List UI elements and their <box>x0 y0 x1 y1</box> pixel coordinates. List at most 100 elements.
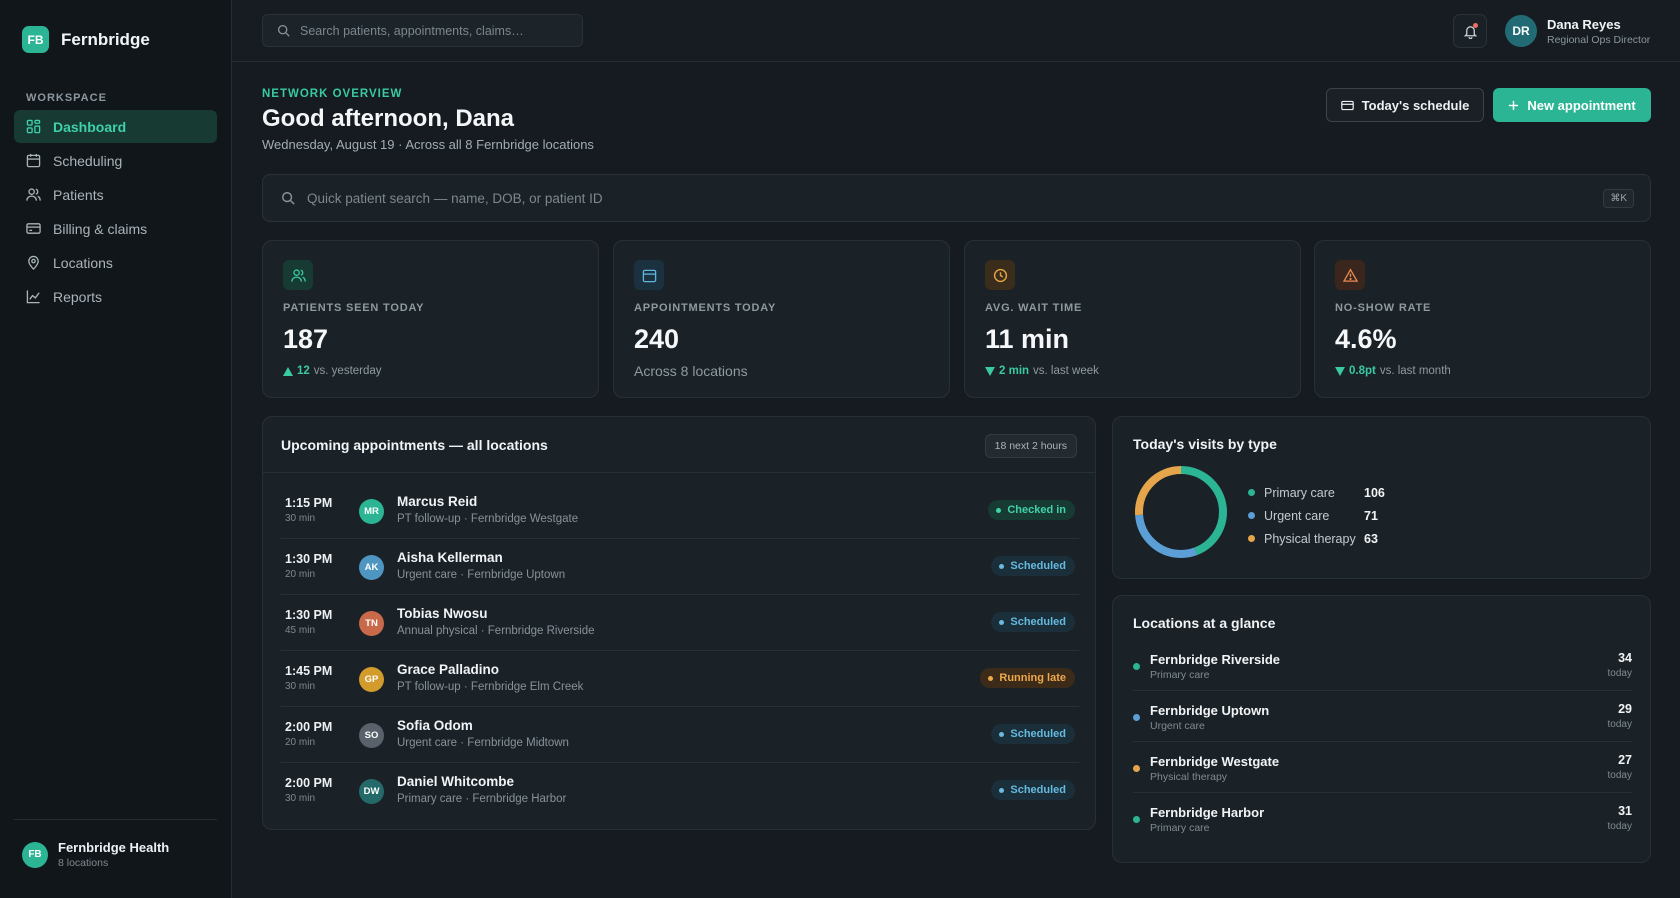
patient-name[interactable]: Daniel Whitcombe <box>397 774 515 789</box>
list-item[interactable]: Fernbridge Uptown Urgent care 29 today <box>1133 691 1632 742</box>
appointment-duration: 30 min <box>285 793 316 804</box>
search-icon <box>277 24 290 37</box>
kpi-delta: 12 vs. yesterday <box>283 365 382 377</box>
sidebar-item-patients[interactable]: Patients <box>14 178 217 211</box>
appointment-duration: 30 min <box>285 681 316 692</box>
location-count: 31 <box>1618 804 1632 818</box>
org-switcher[interactable]: FB Fernbridge Health 8 locations <box>14 819 217 869</box>
list-item[interactable]: Fernbridge Riverside Primary care 34 today <box>1133 640 1632 691</box>
appointment-duration: 20 min <box>285 569 316 580</box>
users-icon <box>290 268 306 282</box>
sidebar-item-label: Locations <box>53 254 113 271</box>
patient-name[interactable]: Sofia Odom <box>397 718 473 733</box>
kpi-delta-suffix: vs. yesterday <box>313 365 382 377</box>
plus-icon <box>1509 100 1519 110</box>
kpi-delta: 0.8pt vs. last month <box>1335 365 1451 377</box>
location-dot <box>1133 663 1140 670</box>
patient-name[interactable]: Tobias Nwosu <box>397 606 488 621</box>
quick-search-input[interactable] <box>307 190 1207 206</box>
appointment-detail: PT follow-up · Fernbridge Elm Creek <box>397 681 584 693</box>
patient-name[interactable]: Marcus Reid <box>397 494 478 509</box>
table-row[interactable]: 1:15 PM 30 min MR Marcus Reid PT follow-up ·… <box>281 483 1079 539</box>
legend-label: Primary care <box>1264 485 1335 500</box>
page-subtitle: Wednesday, August 19 · Across all 8 Fern… <box>262 137 594 152</box>
todays-schedule-button[interactable]: Today's schedule <box>1326 88 1484 122</box>
kpi-value: 4.6% <box>1335 324 1397 354</box>
sidebar-item-scheduling[interactable]: Scheduling <box>14 144 217 177</box>
appointment-detail: PT follow-up · Fernbridge Westgate <box>397 513 579 525</box>
appointment-time: 1:45 PM <box>285 664 333 678</box>
location-type: Physical therapy <box>1150 771 1228 783</box>
location-count-unit: today <box>1607 719 1632 730</box>
status-label: Scheduled <box>1010 560 1066 572</box>
appointment-detail: Primary care · Fernbridge Harbor <box>397 793 567 805</box>
location-count: 34 <box>1618 651 1632 665</box>
brand-name: Fernbridge <box>61 29 150 49</box>
status-badge: Checked in <box>988 500 1075 520</box>
list-item[interactable]: Fernbridge Westgate Physical therapy 27 tod… <box>1133 742 1632 793</box>
kpi-icon-wrap <box>634 260 664 290</box>
status-badge: Scheduled <box>991 556 1075 576</box>
sidebar-item-dashboard[interactable]: Dashboard <box>14 110 217 143</box>
user-menu[interactable]: DR Dana Reyes Regional Ops Director <box>1505 15 1650 47</box>
new-appointment-label: New appointment <box>1527 97 1636 113</box>
status-badge: Running late <box>980 668 1075 688</box>
page-title: Good afternoon, Dana <box>262 105 514 132</box>
sidebar-item-reports[interactable]: Reports <box>14 280 217 313</box>
sidebar-nav: Dashboard Scheduling Patients Billing & … <box>14 110 217 314</box>
patient-name[interactable]: Grace Palladino <box>397 662 500 677</box>
location-type: Primary care <box>1150 822 1210 834</box>
workspace-label: WORKSPACE <box>26 92 107 104</box>
count-badge: 18 next 2 hours <box>984 434 1077 458</box>
legend-label: Physical therapy <box>1264 531 1356 546</box>
appointment-duration: 20 min <box>285 737 316 748</box>
location-count-unit: today <box>1607 668 1632 679</box>
location-count: 29 <box>1618 702 1632 716</box>
location-count-unit: today <box>1607 770 1632 781</box>
table-row[interactable]: 2:00 PM 20 min SO Sofia Odom Urgent care · F… <box>281 707 1079 763</box>
new-appointment-button[interactable]: New appointment <box>1493 88 1651 122</box>
kpi-icon-wrap <box>1335 260 1365 290</box>
topbar: DR Dana Reyes Regional Ops Director <box>232 0 1680 62</box>
kpi-delta-suffix: vs. last month <box>1379 365 1451 377</box>
user-role: Regional Ops Director <box>1547 33 1651 46</box>
dashboard-icon <box>26 119 41 134</box>
table-row[interactable]: 1:30 PM 20 min AK Aisha Kellerman Urgent car… <box>281 539 1079 595</box>
table-row[interactable]: 2:00 PM 30 min DW Daniel Whitcombe Primary c… <box>281 763 1079 819</box>
brand[interactable]: FB Fernbridge <box>22 26 150 53</box>
visits-donut-chart <box>1135 466 1227 558</box>
status-label: Scheduled <box>1010 728 1066 740</box>
global-search-input[interactable] <box>300 23 580 38</box>
triangle-down-icon <box>985 366 995 376</box>
status-badge: Scheduled <box>991 724 1075 744</box>
patient-name[interactable]: Aisha Kellerman <box>397 550 503 565</box>
location-count-unit: today <box>1607 821 1632 832</box>
legend-item: Physical therapy 63 <box>1248 527 1385 550</box>
kpi-delta-value: 2 min <box>999 365 1030 377</box>
table-row[interactable]: 1:45 PM 30 min GP Grace Palladino PT follow-… <box>281 651 1079 707</box>
kpi-delta-value: 0.8pt <box>1349 365 1376 377</box>
notification-dot <box>1473 23 1478 28</box>
status-dot <box>999 563 1005 569</box>
kpi-label: AVG. WAIT TIME <box>985 302 1083 314</box>
locations-panel: Locations at a glance Fernbridge Riversi… <box>1112 595 1651 863</box>
calendar-icon <box>642 269 656 282</box>
kpi-patients-seen: PATIENTS SEEN TODAY 187 12 vs. yesterday <box>262 240 599 398</box>
status-label: Scheduled <box>1010 784 1066 796</box>
sidebar-item-locations[interactable]: Locations <box>14 246 217 279</box>
notifications-button[interactable] <box>1453 14 1487 48</box>
legend-value: 106 <box>1364 485 1385 500</box>
bell-icon <box>1463 25 1477 39</box>
location-name: Fernbridge Uptown <box>1150 703 1270 718</box>
appointment-detail: Urgent care · Fernbridge Midtown <box>397 737 569 749</box>
sidebar-item-billing[interactable]: Billing & claims <box>14 212 217 245</box>
sidebar-item-label: Patients <box>53 186 104 203</box>
table-row[interactable]: 1:30 PM 45 min TN Tobias Nwosu Annual physic… <box>281 595 1079 651</box>
legend-dot <box>1248 535 1255 542</box>
kpi-appointments-today: APPOINTMENTS TODAY 240 Across 8 location… <box>613 240 950 398</box>
list-item[interactable]: Fernbridge Harbor Primary care 31 today <box>1133 793 1632 844</box>
global-search[interactable] <box>262 14 583 47</box>
quick-patient-search[interactable]: ⌘K <box>262 174 1651 222</box>
kpi-sub: Across 8 locations <box>634 363 748 379</box>
kpi-no-show: NO-SHOW RATE 4.6% 0.8pt vs. last month <box>1314 240 1651 398</box>
